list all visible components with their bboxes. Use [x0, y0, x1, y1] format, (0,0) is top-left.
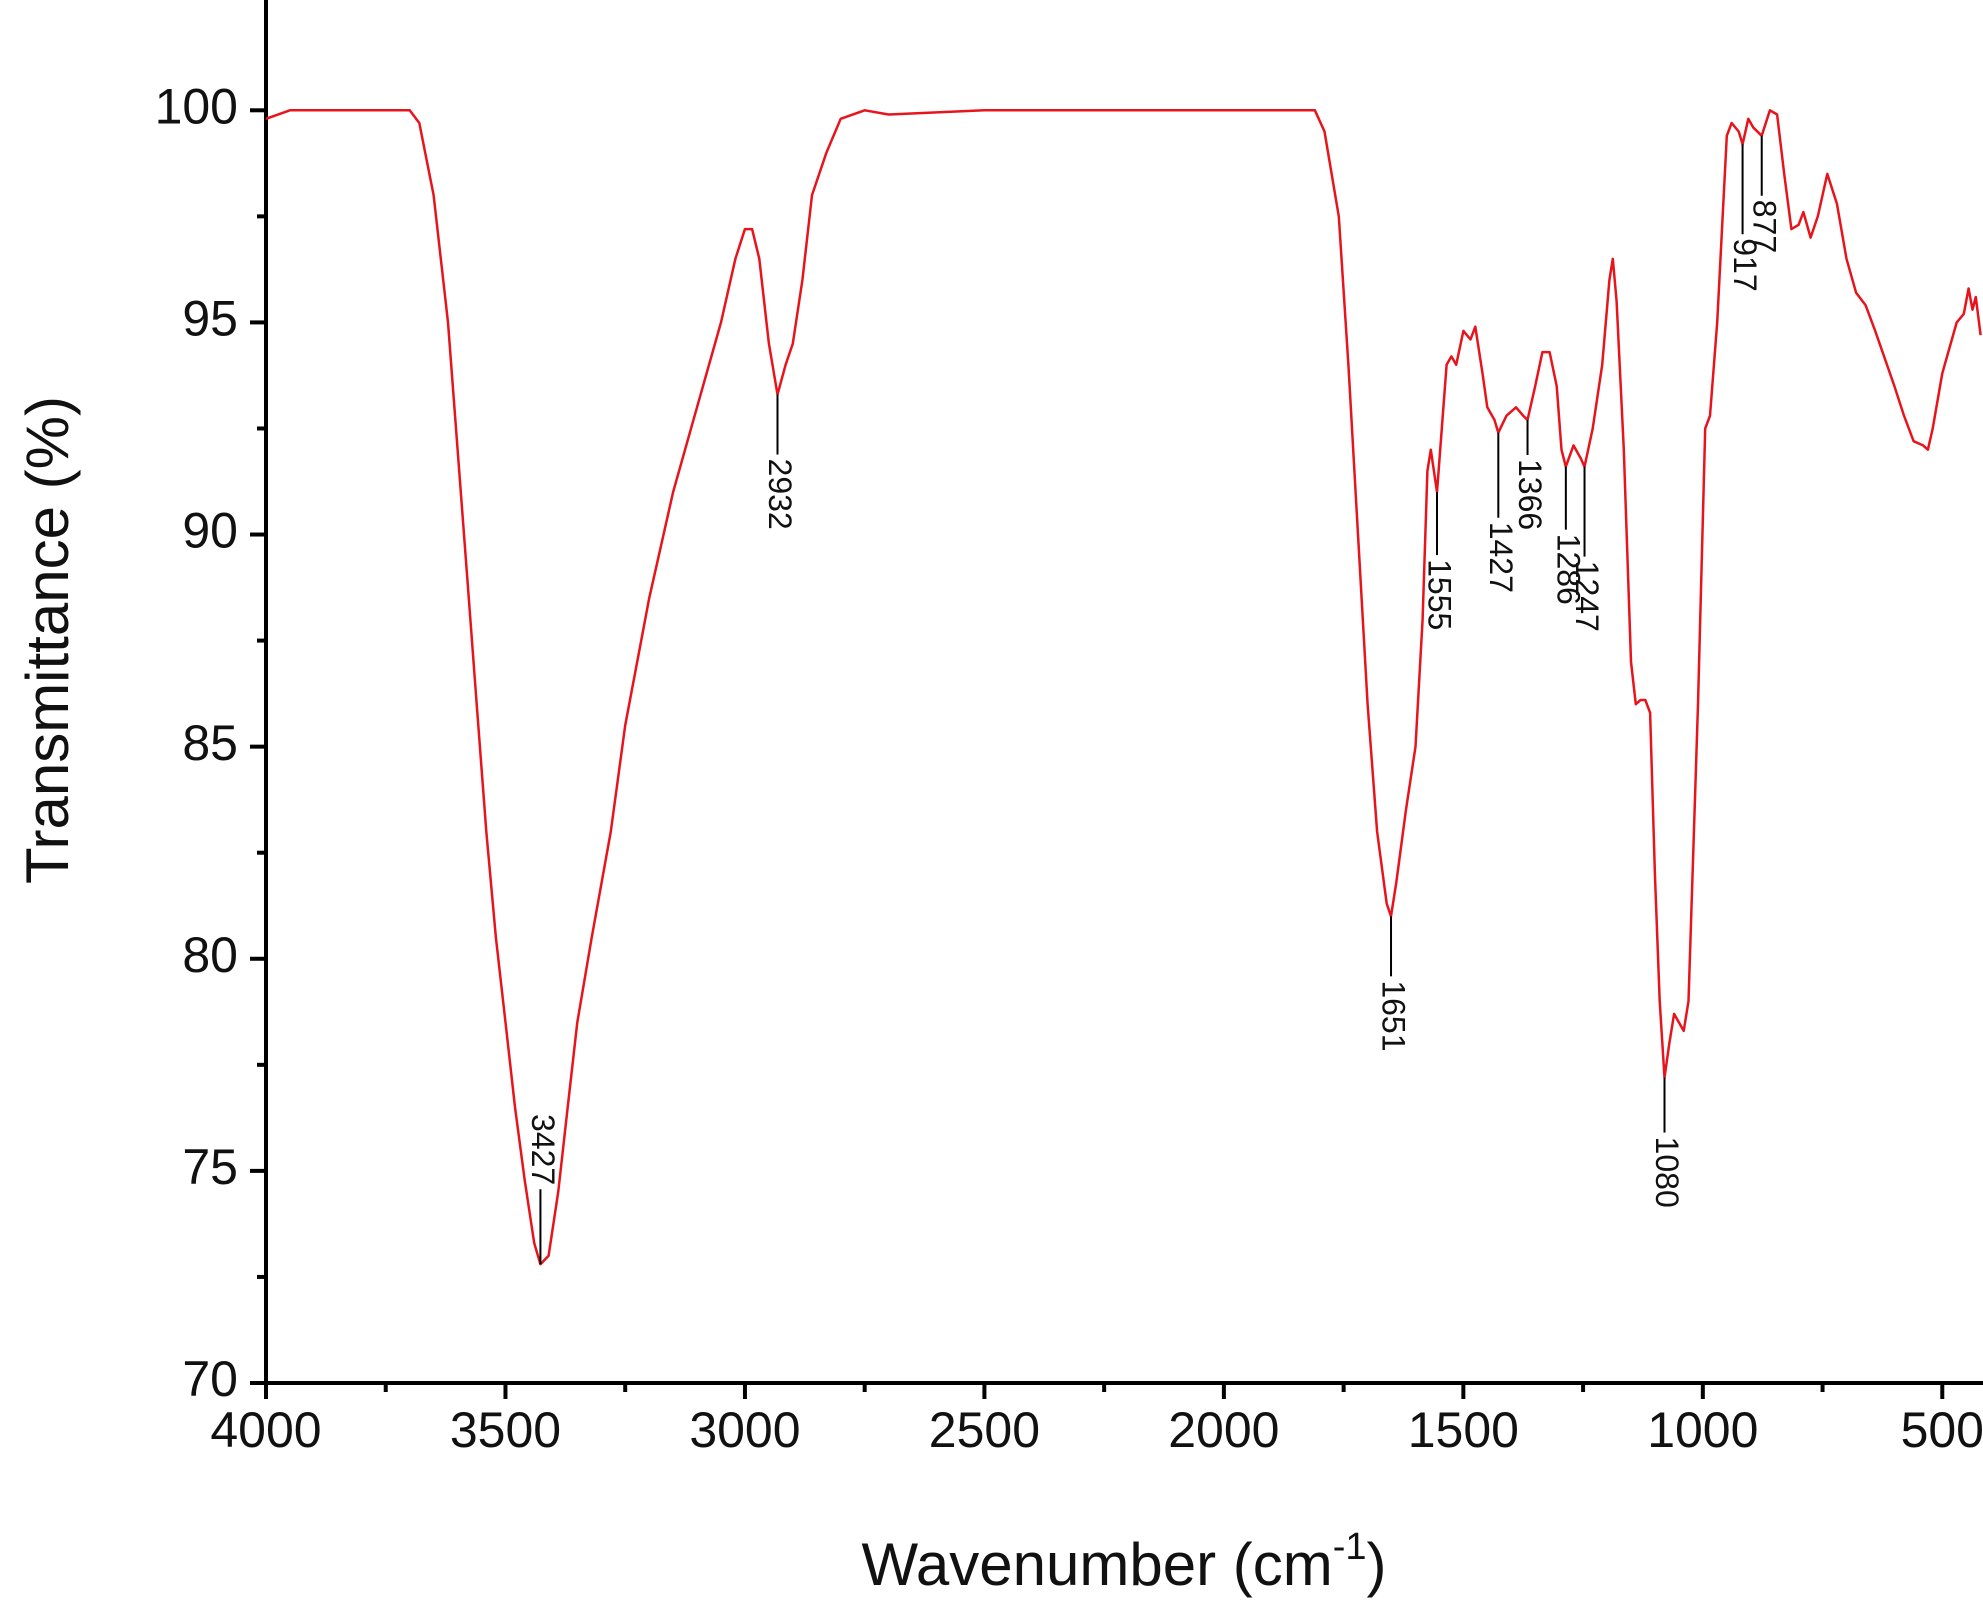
x-axis-label: Wavenumber (cm-1): [862, 1526, 1387, 1598]
peak-label: 2932: [762, 459, 798, 530]
y-tick-label: 100: [155, 79, 238, 135]
peak-label: 917: [1727, 238, 1763, 291]
y-tick-label: 75: [182, 1139, 238, 1195]
x-tick-label: 3000: [689, 1402, 800, 1458]
x-tick-label: 1500: [1408, 1402, 1519, 1458]
x-axis-label-tail: ): [1367, 1531, 1387, 1598]
x-tick-label: 2500: [929, 1402, 1040, 1458]
peak-label: 1080: [1649, 1137, 1685, 1208]
x-axis-label-text: Wavenumber (cm: [862, 1531, 1333, 1598]
y-tick-label: 70: [182, 1351, 238, 1407]
x-axis-label-sup: -1: [1333, 1526, 1367, 1568]
peak-label: 1651: [1376, 980, 1412, 1051]
peak-label: 1366: [1512, 459, 1548, 530]
y-tick-label: 80: [182, 927, 238, 983]
x-tick-label: 2000: [1168, 1402, 1279, 1458]
y-tick-label: 90: [182, 503, 238, 559]
spectrum-line: [265, 109, 1982, 1266]
y-tick-label: 95: [182, 291, 238, 347]
x-tick-label: 3500: [450, 1402, 561, 1458]
x-tick-label: 500: [1901, 1402, 1983, 1458]
peak-label: 877: [1746, 200, 1782, 253]
peak-label: 3427: [525, 1114, 561, 1185]
x-tick-label: 4000: [210, 1402, 321, 1458]
peak-label: 1427: [1483, 522, 1519, 593]
y-tick-label: 85: [182, 715, 238, 771]
peak-label: 1555: [1422, 559, 1458, 630]
peak-label: 1286: [1550, 534, 1586, 605]
peak-label: 1247: [1569, 561, 1605, 632]
x-tick-label: 1000: [1647, 1402, 1758, 1458]
y-axis-label: Transmittance (%): [14, 396, 81, 884]
